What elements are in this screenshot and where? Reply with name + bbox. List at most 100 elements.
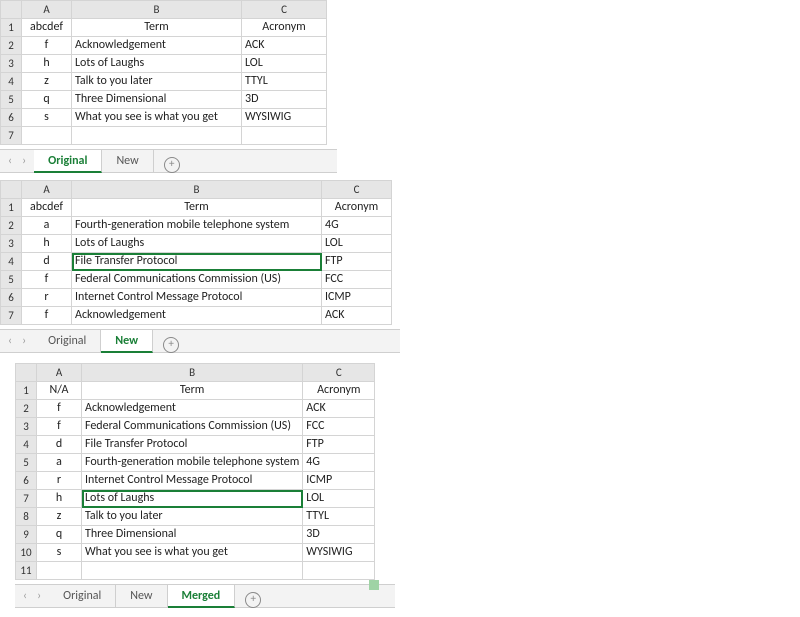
cell[interactable] <box>82 562 303 580</box>
row-header[interactable]: 4 <box>1 73 22 91</box>
cell[interactable]: What you see is what you get <box>82 544 303 562</box>
cell[interactable]: Acronym <box>322 199 392 217</box>
cell[interactable]: FCC <box>322 271 392 289</box>
cell[interactable]: 3D <box>303 526 375 544</box>
row-header[interactable]: 6 <box>1 289 22 307</box>
cell[interactable]: FTP <box>303 436 375 454</box>
cell[interactable]: h <box>37 490 82 508</box>
cell[interactable]: abcdef <box>22 199 72 217</box>
cell[interactable] <box>72 127 242 145</box>
cell[interactable]: Three Dimensional <box>82 526 303 544</box>
cell[interactable]: Internet Control Message Protocol <box>72 289 322 307</box>
row-header[interactable]: 5 <box>1 271 22 289</box>
cell[interactable]: Talk to you later <box>72 73 242 91</box>
cell[interactable]: WYSIWIG <box>242 109 327 127</box>
row-header[interactable]: 7 <box>1 127 22 145</box>
sheet-tab-original[interactable]: Original <box>34 330 101 352</box>
cell[interactable]: r <box>37 472 82 490</box>
row-header[interactable]: 2 <box>1 217 22 235</box>
cell[interactable]: f <box>22 271 72 289</box>
cell[interactable]: f <box>37 418 82 436</box>
cell[interactable]: Federal Communications Commission (US) <box>82 418 303 436</box>
add-sheet-button[interactable]: + <box>154 150 190 172</box>
cell[interactable] <box>303 562 375 580</box>
cell[interactable]: z <box>22 73 72 91</box>
sheet-tab-new[interactable]: New <box>102 150 153 172</box>
col-header-B[interactable]: B <box>72 1 242 19</box>
cell[interactable]: s <box>37 544 82 562</box>
tab-prev-icon[interactable]: ‹ <box>8 330 12 352</box>
cell[interactable]: Internet Control Message Protocol <box>82 472 303 490</box>
cell[interactable]: Talk to you later <box>82 508 303 526</box>
col-header-C[interactable]: C <box>322 181 392 199</box>
row-header[interactable]: 11 <box>16 562 37 580</box>
cell[interactable]: s <box>22 109 72 127</box>
row-header[interactable]: 8 <box>16 508 37 526</box>
select-all-corner[interactable] <box>1 181 22 199</box>
cell[interactable]: ICMP <box>322 289 392 307</box>
cell[interactable]: ACK <box>242 37 327 55</box>
cell[interactable] <box>22 127 72 145</box>
cell[interactable]: What you see is what you get <box>72 109 242 127</box>
row-header[interactable]: 7 <box>16 490 37 508</box>
sheet-tab-merged[interactable]: Merged <box>168 585 236 608</box>
cell[interactable]: Term <box>82 382 303 400</box>
row-header[interactable]: 1 <box>16 382 37 400</box>
row-header[interactable]: 10 <box>16 544 37 562</box>
cell[interactable]: 4G <box>322 217 392 235</box>
select-all-corner[interactable] <box>16 364 37 382</box>
row-header[interactable]: 4 <box>16 436 37 454</box>
sheet-tab-original[interactable]: Original <box>49 585 116 607</box>
tab-prev-icon[interactable]: ‹ <box>23 585 27 607</box>
cell[interactable]: q <box>22 91 72 109</box>
cell[interactable]: h <box>22 55 72 73</box>
col-header-A[interactable]: A <box>37 364 82 382</box>
cell[interactable]: Acknowledgement <box>72 37 242 55</box>
row-header[interactable]: 6 <box>1 109 22 127</box>
row-header[interactable]: 1 <box>1 19 22 37</box>
cell[interactable]: FTP <box>322 253 392 271</box>
row-header[interactable]: 9 <box>16 526 37 544</box>
cell[interactable]: f <box>22 307 72 325</box>
cell[interactable]: Lots of Laughs <box>72 235 322 253</box>
sheet-tab-original[interactable]: Original <box>34 150 102 173</box>
cell[interactable]: 4G <box>303 454 375 472</box>
row-header[interactable]: 5 <box>1 91 22 109</box>
cell[interactable]: LOL <box>242 55 327 73</box>
row-header[interactable]: 2 <box>1 37 22 55</box>
cell[interactable]: Lots of Laughs <box>72 55 242 73</box>
cell[interactable]: FCC <box>303 418 375 436</box>
cell[interactable]: TTYL <box>242 73 327 91</box>
cell[interactable]: LOL <box>322 235 392 253</box>
add-sheet-button[interactable]: + <box>235 585 271 607</box>
cell[interactable]: f <box>37 400 82 418</box>
cell[interactable]: d <box>37 436 82 454</box>
add-sheet-button[interactable]: + <box>153 330 189 352</box>
cell[interactable]: q <box>37 526 82 544</box>
cell[interactable]: a <box>22 217 72 235</box>
tab-prev-icon[interactable]: ‹ <box>8 150 12 172</box>
col-header-B[interactable]: B <box>72 181 322 199</box>
cell[interactable]: ICMP <box>303 472 375 490</box>
cell[interactable]: File Transfer Protocol <box>82 436 303 454</box>
cell[interactable]: Acknowledgement <box>72 307 322 325</box>
tab-next-icon[interactable]: › <box>22 330 26 352</box>
cell[interactable]: Term <box>72 199 322 217</box>
col-header-A[interactable]: A <box>22 1 72 19</box>
cell[interactable]: Acronym <box>303 382 375 400</box>
row-header[interactable]: 7 <box>1 307 22 325</box>
cell[interactable]: Fourth-generation mobile telephone syste… <box>82 454 303 472</box>
row-header[interactable]: 5 <box>16 454 37 472</box>
row-header[interactable]: 4 <box>1 253 22 271</box>
cell[interactable]: z <box>37 508 82 526</box>
sheet-tab-new[interactable]: New <box>101 330 153 353</box>
cell[interactable]: WYSIWIG <box>303 544 375 562</box>
row-header[interactable]: 2 <box>16 400 37 418</box>
cell[interactable]: f <box>22 37 72 55</box>
cell[interactable]: LOL <box>303 490 375 508</box>
sheet-tab-new[interactable]: New <box>116 585 167 607</box>
cell[interactable]: a <box>37 454 82 472</box>
tab-next-icon[interactable]: › <box>37 585 41 607</box>
select-all-corner[interactable] <box>1 1 22 19</box>
cell[interactable]: Federal Communications Commission (US) <box>72 271 322 289</box>
